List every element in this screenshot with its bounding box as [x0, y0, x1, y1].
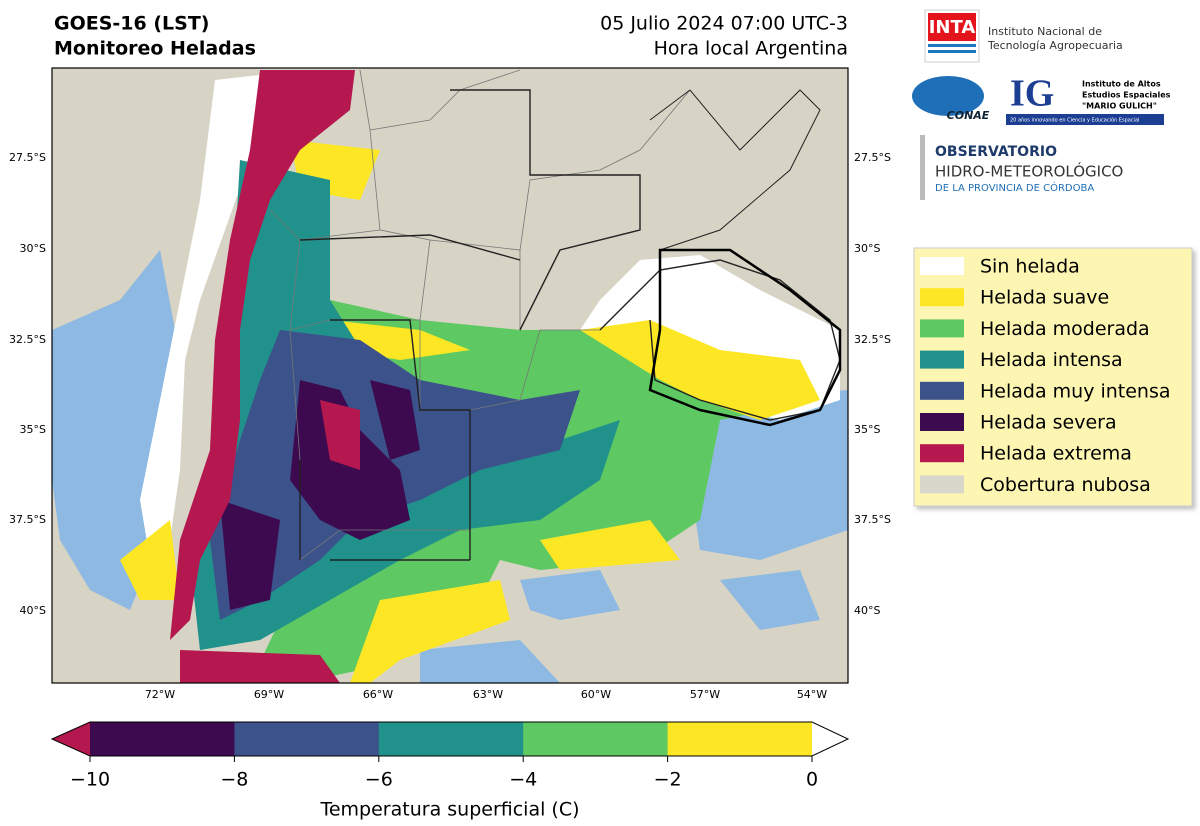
- ig-text: "MARIO GULICH": [1082, 102, 1157, 111]
- lat-label: 32.5°S: [854, 333, 891, 346]
- lat-label: 35°S: [20, 423, 46, 436]
- legend: Sin helada Helada suave Helada moderada Hel…: [920, 256, 1171, 496]
- lat-label: 30°S: [854, 242, 880, 255]
- legend-swatch: [920, 413, 964, 431]
- lon-labels: 72°W 69°W 66°W 63°W 60°W 57°W 54°W: [145, 688, 827, 701]
- obs-line1: OBSERVATORIO: [935, 144, 1057, 160]
- legend-swatch: [920, 350, 964, 369]
- lat-label: 40°S: [854, 604, 880, 617]
- inta-stripe: [928, 44, 976, 47]
- map: [52, 68, 848, 683]
- ig-tagline: 20 años innovando en Ciencia y Educación…: [1010, 117, 1139, 124]
- inta-logo: INTA Instituto Nacional de Tecnología Ag…: [924, 9, 1123, 63]
- no-frost-andes: [140, 75, 260, 560]
- colorbar-tick-label: −4: [509, 769, 537, 791]
- lat-label: 37.5°S: [854, 513, 891, 526]
- lon-label: 69°W: [254, 688, 284, 701]
- lat-label: 30°S: [20, 242, 46, 255]
- obs-line3: DE LA PROVINCIA DE CÓRDOBA: [935, 181, 1094, 194]
- observatorio-logo: OBSERVATORIO HIDRO-METEOROLÓGICO DE LA P…: [920, 135, 1123, 200]
- legend-label: Helada severa: [980, 412, 1117, 434]
- legend-swatch: [920, 475, 964, 494]
- lat-label: 32.5°S: [9, 333, 46, 346]
- legend-label: Helada extrema: [980, 443, 1132, 465]
- lat-label: 40°S: [20, 604, 46, 617]
- province-boundaries: [299, 89, 841, 561]
- conae-acronym: CONAE: [947, 109, 990, 122]
- colorbar-segment: [90, 722, 235, 756]
- lon-label: 54°W: [797, 688, 827, 701]
- colorbar-segment: [667, 722, 813, 756]
- lon-label: 60°W: [581, 688, 611, 701]
- ig-text: Estudios Espaciales: [1082, 91, 1171, 100]
- frost-mild: [120, 140, 820, 683]
- lat-label: 35°S: [854, 423, 880, 436]
- lon-label: 63°W: [473, 688, 503, 701]
- legend-swatch: [920, 319, 964, 338]
- obs-line2: HIDRO-METEOROLÓGICO: [935, 162, 1123, 181]
- frost-extreme: [170, 70, 360, 683]
- inta-red: [928, 13, 976, 41]
- lat-label: 27.5°S: [854, 151, 891, 164]
- colorbar-over: [812, 722, 848, 756]
- legend-label: Helada intensa: [980, 349, 1123, 371]
- obs-bar: [920, 135, 925, 200]
- lon-label: 66°W: [363, 688, 393, 701]
- colorbar-tick-label: −6: [365, 769, 393, 791]
- colorbar-tick-label: 0: [806, 769, 818, 791]
- inta-acronym: INTA: [929, 17, 976, 38]
- frost-severe: [220, 380, 420, 610]
- map-frame: [51, 67, 849, 684]
- conae-globe: [912, 76, 984, 116]
- lat-label: 37.5°S: [9, 513, 46, 526]
- timezone: Hora local Argentina: [654, 38, 848, 60]
- colorbar-under: [52, 722, 90, 756]
- colorbar-title: Temperatura superficial (C): [319, 799, 579, 821]
- legend-label: Cobertura nubosa: [980, 474, 1151, 496]
- ig-band: [1006, 114, 1164, 125]
- title: GOES-16 (LST): [54, 13, 209, 35]
- colorbar-tick-label: −8: [220, 769, 248, 791]
- inta-name: Tecnología Agropecuaria: [987, 39, 1123, 52]
- legend-swatch: [920, 257, 964, 275]
- ig-acronym: IG: [1010, 73, 1054, 115]
- legend-swatch: [920, 381, 964, 400]
- lon-label: 57°W: [690, 688, 720, 701]
- inta-name: Instituto Nacional de: [988, 25, 1102, 38]
- legend-swatch: [920, 288, 964, 307]
- clouds-south: [420, 570, 820, 683]
- legend-label: Helada suave: [980, 287, 1109, 309]
- colorbar-segment: [378, 722, 524, 756]
- colorbar-tick-label: −2: [654, 769, 682, 791]
- colorbar-segment: [523, 722, 669, 756]
- colorbar-tick-label: −10: [70, 769, 110, 791]
- legend-label: Helada moderada: [980, 318, 1150, 340]
- uruguay-border: [648, 248, 842, 427]
- legend-label: Sin helada: [980, 256, 1080, 278]
- date: 05 Julio 2024 07:00 UTC-3: [600, 13, 848, 35]
- colorbar-segment: [234, 722, 380, 756]
- legend-swatch: [920, 444, 964, 463]
- clouds-atlantic: [690, 390, 848, 560]
- ig-logo: IG Instituto de Altos Estudios Espaciale…: [1006, 73, 1171, 125]
- ig-text: Instituto de Altos: [1082, 80, 1161, 89]
- lat-labels: 27.5°S 27.5°S 30°S 30°S 32.5°S 32.5°S 35°S 35°S…: [9, 151, 891, 617]
- lat-label: 27.5°S: [9, 151, 46, 164]
- lon-label: 72°W: [145, 688, 175, 701]
- inta-stripe: [928, 50, 976, 53]
- legend-label: Helada muy intensa: [980, 380, 1171, 402]
- conae-logo: CONAE: [912, 76, 990, 122]
- colorbar: −10 −8 −6 −4 −2 0: [50, 721, 850, 791]
- subtitle: Monitoreo Heladas: [54, 38, 256, 60]
